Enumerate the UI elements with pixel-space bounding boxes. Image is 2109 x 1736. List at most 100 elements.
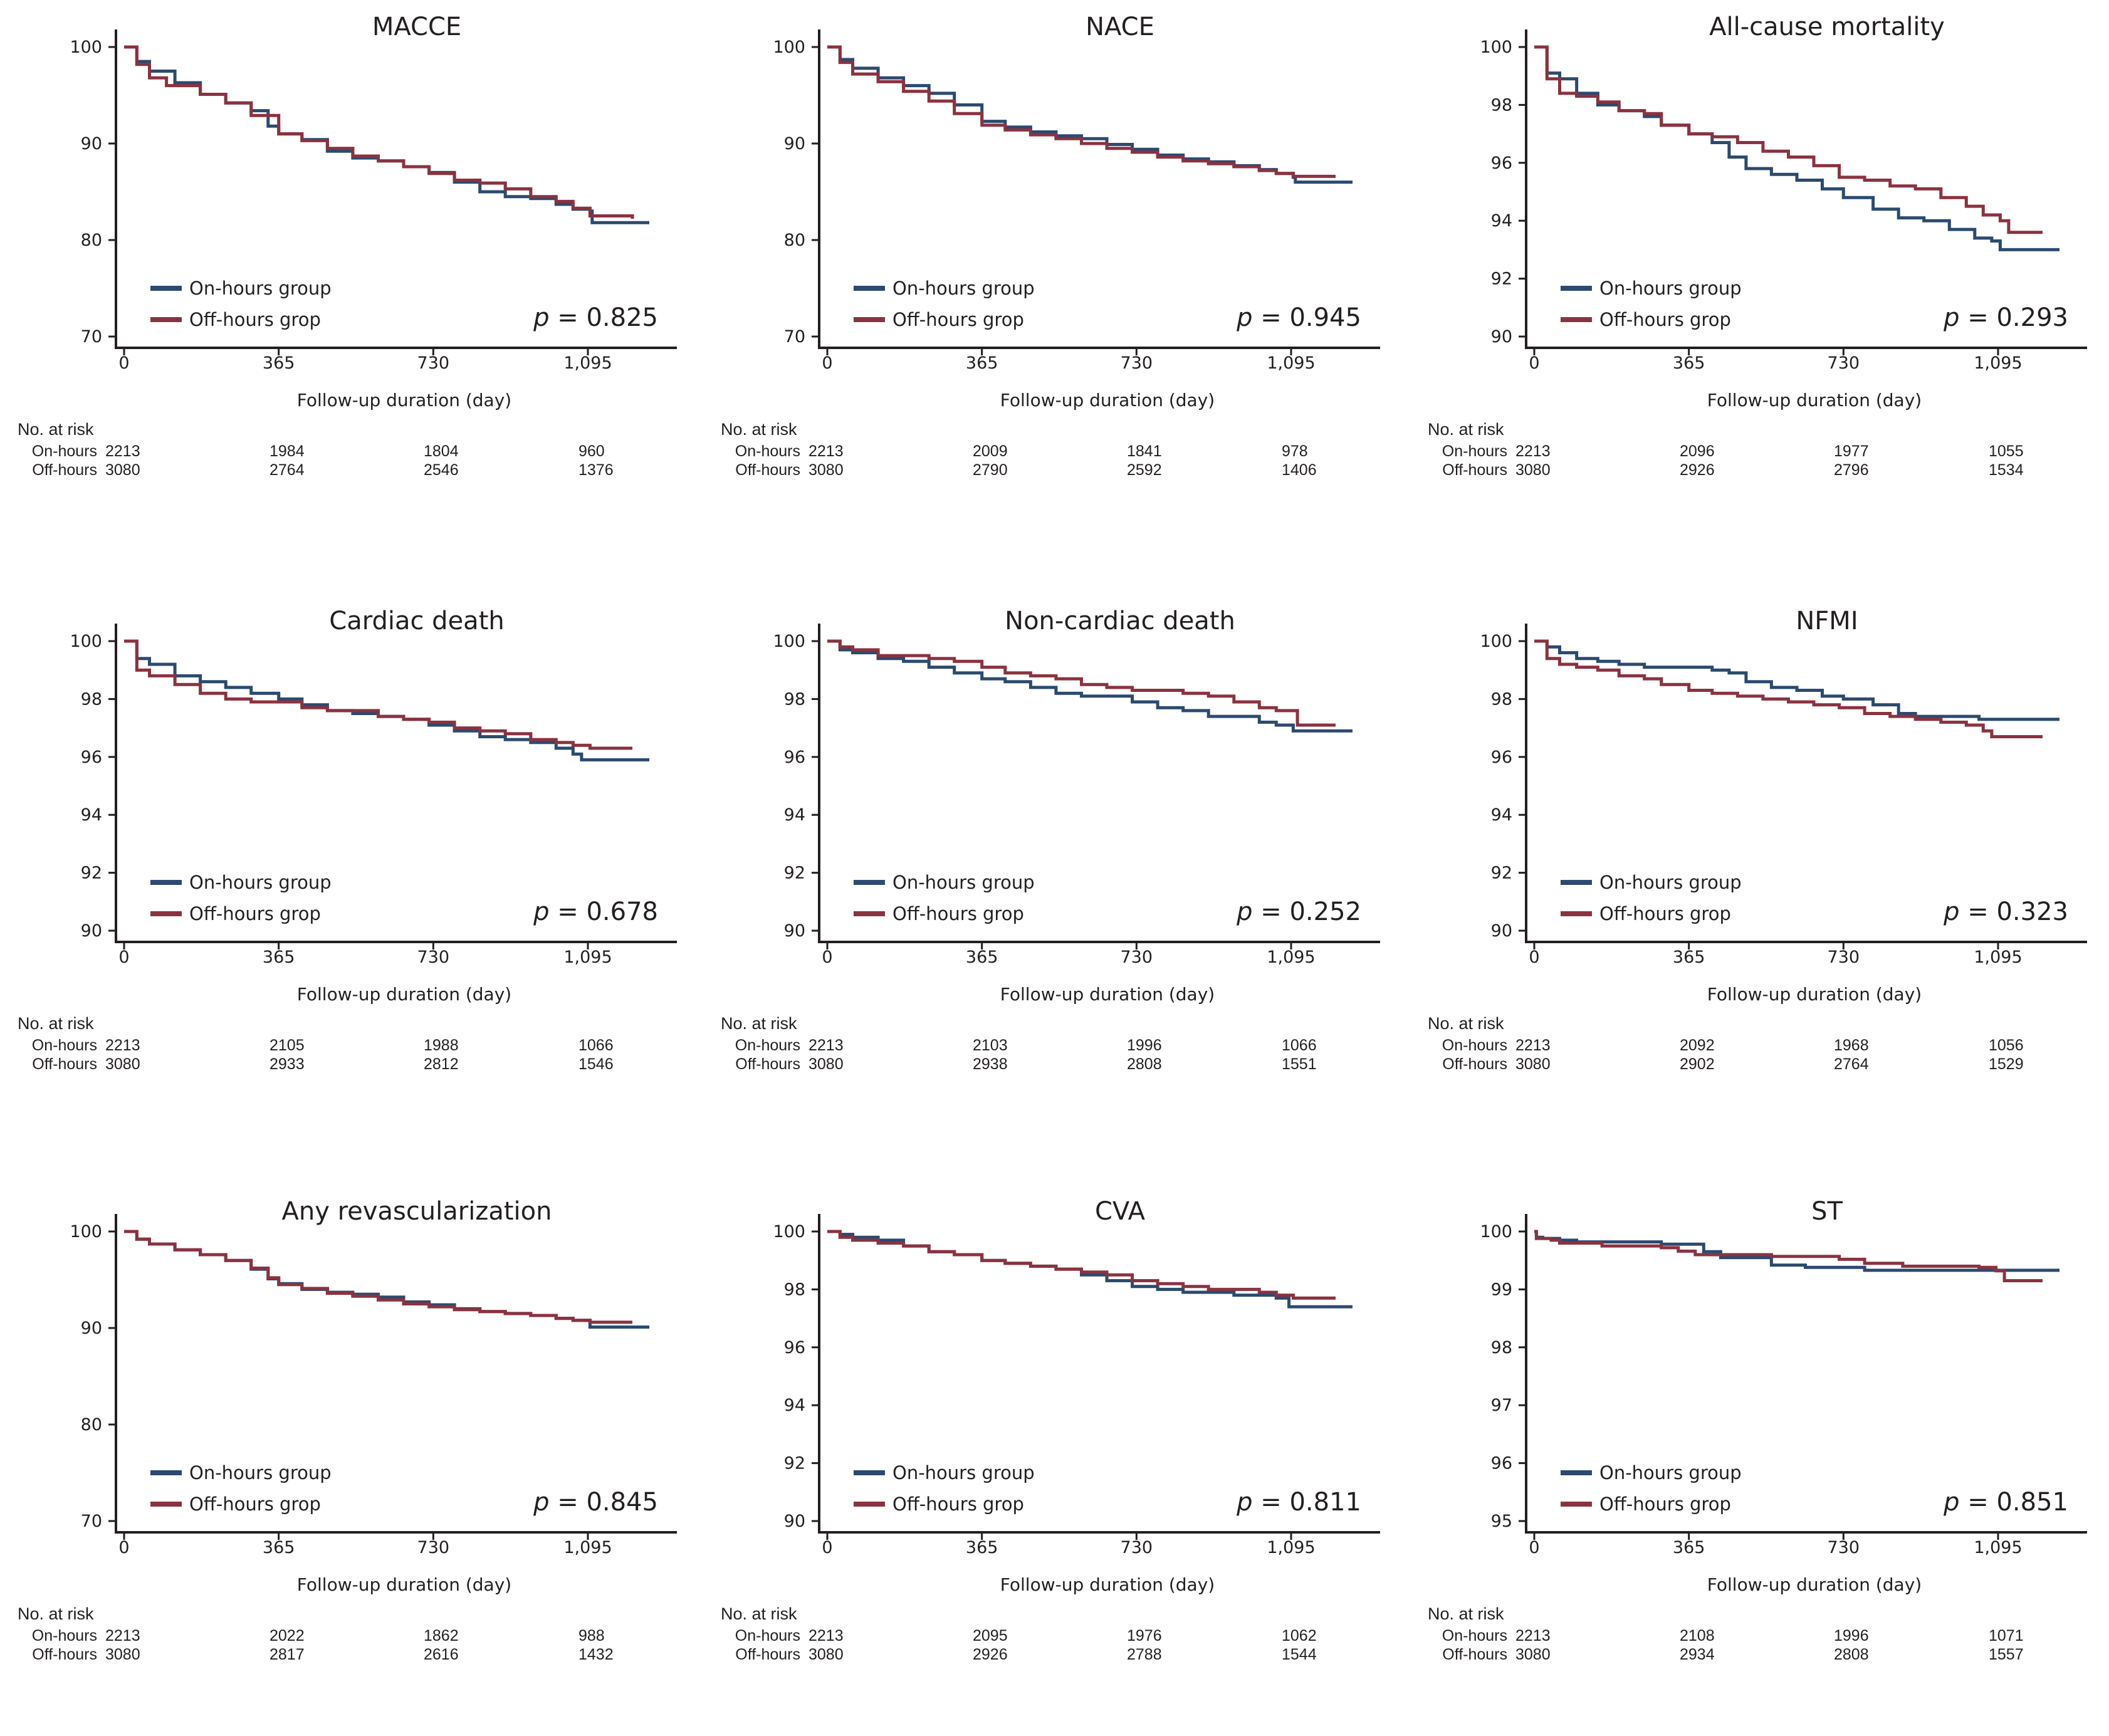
off-hours-curve xyxy=(827,45,1336,178)
risk-row-label-off-hours: Off-hours xyxy=(735,1646,800,1663)
risk-value: 2092 xyxy=(1680,1037,1715,1054)
x-axis-label: Follow-up duration (day) xyxy=(296,390,512,410)
legend-label-on-hours: On-hours group xyxy=(189,1462,332,1483)
legend-label-on-hours: On-hours group xyxy=(892,872,1035,893)
y-tick-label: 90 xyxy=(1491,921,1512,941)
x-tick-label: 730 xyxy=(1828,948,1860,967)
y-tick-label: 94 xyxy=(81,805,102,825)
risk-value: 2546 xyxy=(424,461,459,479)
risk-value: 2096 xyxy=(1680,442,1715,460)
x-axis-label: Follow-up duration (day) xyxy=(296,984,512,1005)
risk-row-label-off-hours: Off-hours xyxy=(1442,1055,1507,1073)
risk-row-label-on-hours: On-hours xyxy=(31,1037,97,1054)
on-hours-curve xyxy=(827,639,1353,733)
risk-value: 2108 xyxy=(1680,1627,1715,1644)
x-tick-label: 0 xyxy=(822,948,832,967)
risk-row-label-on-hours: On-hours xyxy=(735,1627,800,1644)
risk-row-label-on-hours: On-hours xyxy=(735,442,800,460)
y-tick-label: 90 xyxy=(784,1512,805,1531)
x-tick-label: 365 xyxy=(966,1538,998,1557)
risk-value: 2213 xyxy=(105,1037,140,1054)
legend-label-on-hours: On-hours group xyxy=(1599,1462,1742,1483)
risk-table-header: No. at risk xyxy=(1428,1604,1504,1623)
y-tick-label: 100 xyxy=(773,1222,805,1242)
x-tick-label: 730 xyxy=(1828,1538,1860,1557)
risk-table-header: No. at risk xyxy=(721,420,797,439)
off-hours-curve xyxy=(1534,1230,2043,1282)
risk-value: 1071 xyxy=(1989,1627,2024,1644)
risk-value: 3080 xyxy=(1515,1055,1551,1073)
legend-label-off-hours: Off-hours grop xyxy=(189,1493,321,1515)
risk-value: 2022 xyxy=(270,1627,305,1644)
legend-label-on-hours: On-hours group xyxy=(892,1462,1035,1483)
risk-value: 1976 xyxy=(1127,1627,1162,1644)
km-panel-cardiac-death: Cardiac death 90 92 94 96 98 100 0 365 730 1,095 On… xyxy=(0,594,696,1146)
risk-value: 2790 xyxy=(973,461,1008,479)
risk-value: 2009 xyxy=(973,442,1008,460)
legend-label-on-hours: On-hours group xyxy=(1599,872,1742,893)
y-tick-label: 94 xyxy=(1491,211,1512,231)
off-hours-curve xyxy=(1534,45,2043,234)
km-plot: 70 80 90 100 0 365 730 1,095 On-hours group Off-h… xyxy=(70,1214,677,1557)
risk-value: 2812 xyxy=(424,1055,459,1073)
risk-value: 1055 xyxy=(1989,442,2024,460)
risk-value: 1066 xyxy=(578,1037,614,1054)
y-tick-label: 70 xyxy=(784,327,805,347)
risk-value: 2213 xyxy=(809,1037,844,1054)
risk-value: 1804 xyxy=(424,442,459,460)
y-tick-label: 100 xyxy=(1480,38,1512,57)
chart-title: All-cause mortality xyxy=(1709,13,1945,41)
chart-title: Any revascularization xyxy=(281,1197,552,1226)
y-tick-label: 95 xyxy=(1491,1512,1512,1531)
legend-label-off-hours: Off-hours grop xyxy=(892,309,1024,330)
on-hours-curve xyxy=(124,1230,649,1329)
x-tick-label: 0 xyxy=(118,353,129,373)
x-tick-label: 730 xyxy=(1121,1538,1153,1557)
x-tick-label: 730 xyxy=(1121,353,1153,373)
x-tick-label: 365 xyxy=(263,1538,295,1557)
risk-value: 2938 xyxy=(973,1055,1008,1073)
y-tick-label: 92 xyxy=(784,1454,805,1473)
risk-value: 3080 xyxy=(1515,461,1551,479)
risk-value: 1529 xyxy=(1989,1055,2024,1073)
y-tick-label: 96 xyxy=(81,748,102,767)
y-tick-label: 100 xyxy=(70,1222,102,1242)
x-axis-label: Follow-up duration (day) xyxy=(1000,1574,1215,1595)
x-tick-label: 365 xyxy=(1673,948,1705,967)
y-tick-label: 90 xyxy=(784,921,805,941)
risk-value: 2926 xyxy=(973,1646,1008,1663)
risk-row-label-on-hours: On-hours xyxy=(31,442,97,460)
risk-value: 1544 xyxy=(1282,1646,1317,1663)
y-tick-label: 98 xyxy=(1491,1338,1512,1357)
risk-value: 988 xyxy=(578,1627,605,1644)
risk-value: 3080 xyxy=(105,1055,140,1073)
risk-row-label-off-hours: Off-hours xyxy=(735,1055,800,1073)
x-tick-label: 1,095 xyxy=(1974,1538,2022,1557)
chart-title: NFMI xyxy=(1796,607,1858,635)
x-tick-label: 365 xyxy=(966,948,998,967)
y-tick-label: 96 xyxy=(784,748,805,767)
risk-table-header: No. at risk xyxy=(721,1014,797,1033)
x-axis-label: Follow-up duration (day) xyxy=(1000,390,1215,410)
risk-value: 3080 xyxy=(105,461,140,479)
risk-value: 1056 xyxy=(1989,1037,2024,1054)
risk-value: 3080 xyxy=(809,461,844,479)
p-value: p = 0.845 xyxy=(533,1488,658,1517)
risk-value: 978 xyxy=(1282,442,1308,460)
off-hours-curve xyxy=(1534,639,2043,738)
x-tick-label: 365 xyxy=(1673,353,1705,373)
risk-value: 2213 xyxy=(105,1627,140,1644)
risk-value: 2105 xyxy=(270,1037,305,1054)
x-tick-label: 1,095 xyxy=(1267,1538,1315,1557)
risk-table-header: No. at risk xyxy=(1428,1014,1504,1033)
on-hours-curve xyxy=(827,1230,1353,1309)
risk-value: 2808 xyxy=(1834,1646,1869,1663)
risk-value: 2934 xyxy=(1680,1646,1715,1663)
risk-value: 1406 xyxy=(1282,461,1317,479)
chart-title: CVA xyxy=(1094,1197,1146,1226)
y-tick-label: 94 xyxy=(784,1396,805,1415)
y-tick-label: 94 xyxy=(1491,805,1512,825)
y-tick-label: 96 xyxy=(784,1338,805,1357)
legend-label-off-hours: Off-hours grop xyxy=(189,309,321,330)
y-tick-label: 98 xyxy=(1491,95,1512,115)
